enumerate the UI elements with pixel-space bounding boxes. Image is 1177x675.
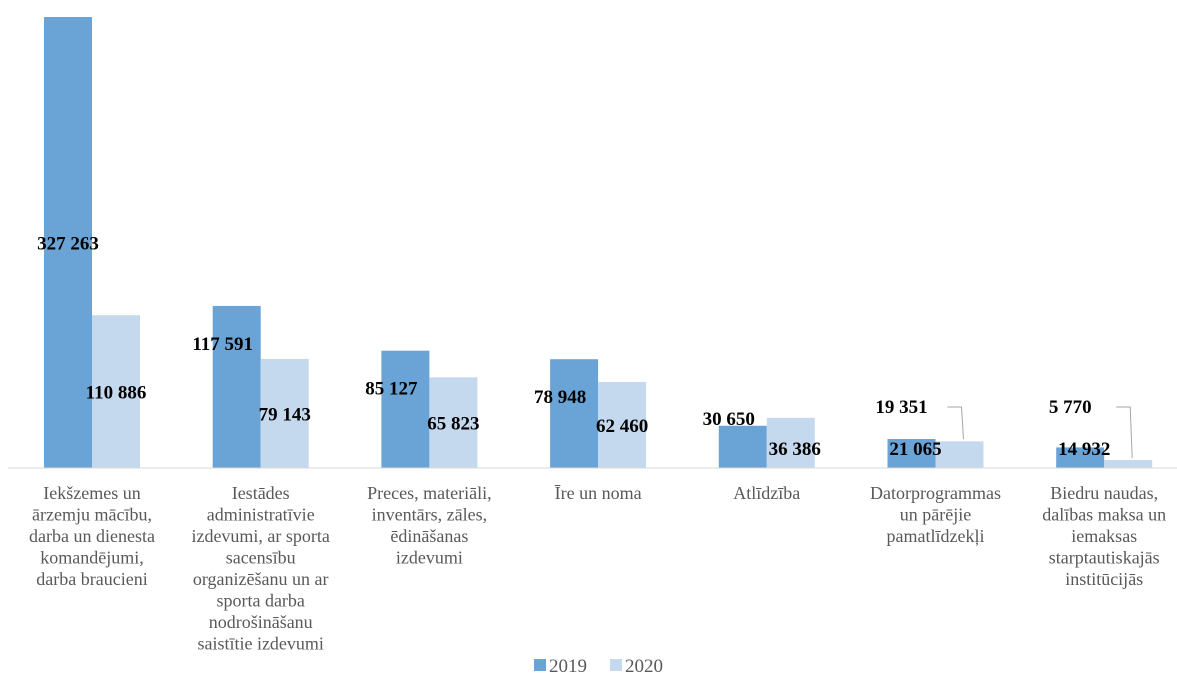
category-label-line: darba braucieni — [36, 569, 147, 589]
category-label-line: un pārējie — [900, 505, 971, 525]
bar-2019-cat-3 — [381, 350, 430, 468]
bar-2020-cat-4 — [598, 381, 647, 468]
data-label-2020-cat-2: 79 143 — [259, 404, 311, 425]
data-label-2020-cat-6: 19 351 — [875, 397, 927, 418]
legend-swatch-2019 — [534, 659, 546, 671]
category-labels-layer: Iekšzemes un ārzemju mācību, darba un dien… — [29, 483, 1166, 654]
data-label-2019-cat-3: 85 127 — [365, 379, 418, 400]
bar-2020-cat-2 — [260, 358, 309, 468]
data-label-2019-cat-6: 21 065 — [889, 439, 941, 460]
category-label-line: pamatlīdzekļi — [887, 526, 985, 546]
bar-2019-cat-6 — [887, 438, 936, 468]
category-label-6: Datorprogrammas un pārējie pamatlīdzekļi — [870, 483, 1001, 546]
category-label-line: Preces, materiāli, — [367, 483, 491, 503]
category-label-line: starptautiskajās — [1049, 548, 1160, 568]
category-label-line: sacensību — [226, 548, 296, 568]
category-label-line: organizēšanu un ar — [193, 569, 329, 589]
category-label-7: Biedru naudas, dalības maksa un iemaksas st… — [1042, 483, 1166, 589]
category-label-line: Īre un noma — [555, 483, 642, 503]
bar-2020-cat-3 — [429, 377, 478, 468]
category-label-line: administratīvie — [207, 505, 315, 525]
category-label-line: nodrošināšanu — [209, 612, 313, 632]
bar-2020-cat-1 — [92, 315, 140, 468]
category-label-line: Iestādes — [232, 483, 290, 503]
category-label-2: Iestādes administratīvie izdevumi, ar spor… — [191, 483, 329, 654]
bar-2020-cat-6 — [935, 441, 984, 468]
leader-line-2020-cat-7 — [1116, 406, 1133, 459]
category-label-line: izdevumi, ar sporta — [191, 526, 329, 546]
category-label-line: saistītie izdevumi — [197, 634, 323, 654]
legend-swatch-2020 — [610, 659, 622, 671]
category-label-line: sporta darba — [216, 591, 304, 611]
bar-2019-cat-1 — [44, 17, 92, 468]
legend: 2019 2020 — [534, 656, 663, 675]
bar-2019-cat-2 — [212, 305, 261, 468]
category-label-line: inventārs, zāles, — [372, 505, 487, 525]
category-label-line: iemaksas — [1071, 526, 1137, 546]
category-label-line: institūcijās — [1065, 569, 1143, 589]
category-label-line: Datorprogrammas — [870, 483, 1001, 503]
data-label-2020-cat-7: 5 770 — [1049, 397, 1092, 418]
data-label-2020-cat-4: 62 460 — [596, 416, 648, 437]
bar-2019-cat-7 — [1056, 447, 1105, 468]
data-label-2019-cat-1: 327 263 — [37, 234, 99, 255]
data-label-2019-cat-5: 30 650 — [703, 409, 755, 430]
category-label-4: Īre un noma — [555, 483, 642, 503]
category-label-line: Iekšzemes un — [43, 483, 140, 503]
category-label-5: Atlīdzība — [733, 483, 800, 503]
data-labels-layer: 327 263 110 886 117 591 79 143 85 127 65 823 7… — [37, 234, 1110, 461]
category-label-3: Preces, materiāli, inventārs, zāles, ēdinā… — [367, 483, 491, 568]
bar-2020-cat-7 — [1104, 460, 1153, 468]
category-label-line: ārzemju mācību, — [32, 505, 152, 525]
category-label-line: izdevumi — [396, 548, 463, 568]
data-label-2019-cat-7: 14 932 — [1058, 439, 1110, 460]
category-label-line: ēdināšanas — [390, 526, 468, 546]
data-label-2019-cat-2: 117 591 — [192, 334, 253, 355]
bar-2019-cat-4 — [550, 359, 599, 468]
category-label-line: Atlīdzība — [733, 483, 800, 503]
bar-2019-cat-5 — [718, 425, 767, 468]
data-label-2020-cat-1: 110 886 — [86, 383, 147, 404]
category-label-line: darba un dienesta — [29, 526, 155, 546]
legend-label-2019: 2019 — [549, 656, 587, 675]
bar-2020-cat-5 — [766, 417, 815, 468]
leader-lines-layer — [947, 406, 1133, 459]
data-label-2019-cat-4: 78 948 — [534, 387, 586, 408]
data-label-2020-cat-5: 36 386 — [769, 439, 821, 460]
legend-label-2020: 2020 — [625, 656, 663, 675]
category-label-line: dalības maksa un — [1042, 505, 1166, 525]
category-label-line: Biedru naudas, — [1050, 483, 1158, 503]
category-label-1: Iekšzemes un ārzemju mācību, darba un dien… — [29, 483, 155, 589]
bars-layer — [44, 17, 1153, 468]
data-label-2020-cat-3: 65 823 — [427, 414, 479, 435]
category-label-line: komandējumi, — [40, 548, 143, 568]
leader-line-2020-cat-6 — [947, 406, 964, 440]
